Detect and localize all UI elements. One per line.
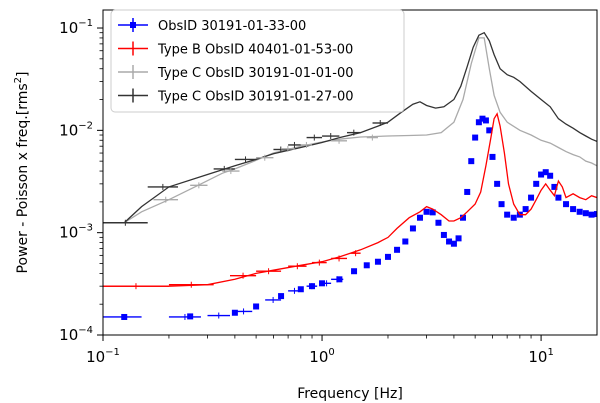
y-tick-label: 10−4 <box>59 325 93 344</box>
series-1-line <box>103 112 597 287</box>
plot-series-layer <box>103 31 597 320</box>
y-axis-label-sup: 2 <box>13 77 24 83</box>
series-0-point <box>494 180 501 187</box>
series-0-point <box>489 153 496 160</box>
series-2-line <box>123 37 597 224</box>
series-0-point <box>464 188 471 195</box>
legend-box <box>110 9 405 113</box>
series-0-point <box>533 180 540 187</box>
x-tick-label: 100 <box>309 347 334 366</box>
series-0-point <box>435 219 442 226</box>
series-0-point <box>459 214 466 221</box>
series-0-point <box>538 171 545 178</box>
series-0-point <box>409 225 416 232</box>
series-0-point <box>486 127 493 134</box>
y-tick-label: 10−2 <box>59 120 93 139</box>
series-0-point <box>547 172 554 179</box>
series-0-point <box>278 293 285 300</box>
series-0-point <box>555 194 562 201</box>
series-0-point <box>542 169 549 176</box>
x-tick-label: 10−1 <box>86 347 120 366</box>
series-0-point <box>402 238 409 245</box>
series-0-point <box>482 117 489 124</box>
series-0-point <box>582 210 589 217</box>
series-0-point <box>394 246 401 253</box>
series-0-point <box>253 303 260 310</box>
series-0-point <box>450 240 457 247</box>
x-tick-label: 101 <box>528 347 553 366</box>
series-0-point <box>576 208 583 215</box>
legend-label: Type B ObsID 40401-01-53-00 <box>157 43 353 58</box>
series-0-point <box>446 238 453 245</box>
series-0-point <box>563 201 570 208</box>
legend: ObsID 30191-01-33-00 Type B ObsID 40401-0… <box>110 9 405 113</box>
series-0-point <box>440 231 447 238</box>
series-0-point <box>588 211 595 218</box>
series-0-point <box>231 309 238 316</box>
legend-label: ObsID 30191-01-33-00 <box>158 19 306 34</box>
series-0-point <box>522 206 529 213</box>
series-0-point <box>455 235 462 242</box>
series-0-point <box>510 214 517 221</box>
x-axis-label: Frequency [Hz] <box>297 386 403 402</box>
series-0-point <box>363 262 370 269</box>
series-0-point <box>416 214 423 221</box>
y-tick-label: 10−1 <box>59 18 93 37</box>
y-axis-label-end: ] <box>15 72 31 77</box>
series-0-point <box>551 183 558 190</box>
legend-label: Type C ObsID 30191-01-01-00 <box>157 66 354 81</box>
series-0-point <box>472 134 479 141</box>
series-0-point <box>479 115 486 122</box>
series-0-point <box>351 268 358 275</box>
series-0-point <box>374 258 381 265</box>
legend-swatch-marker <box>130 22 136 28</box>
series-0-point <box>297 286 304 293</box>
series-3-line <box>103 31 597 224</box>
series-0-point <box>528 194 535 201</box>
legend-label: Type C ObsID 30191-01-27-00 <box>157 90 354 105</box>
series-0-point <box>468 158 475 165</box>
series-0-point <box>475 119 482 126</box>
series-0-point <box>429 209 436 216</box>
series-0-point <box>570 206 577 213</box>
series-0-point <box>384 253 391 260</box>
axis-ticks: 10−1 100 101 10−4 10−3 10−2 10−1 <box>59 18 554 366</box>
y-axis-label: Power - Poisson x freq.[rms2] <box>13 72 31 274</box>
y-axis-label-main: Power - Poisson x freq.[rms <box>15 83 31 273</box>
series-0-point <box>594 211 597 218</box>
series-0-point <box>423 208 430 215</box>
series-0-point <box>498 201 505 208</box>
series-0-point <box>504 211 511 218</box>
y-tick-label: 10−3 <box>59 223 93 242</box>
